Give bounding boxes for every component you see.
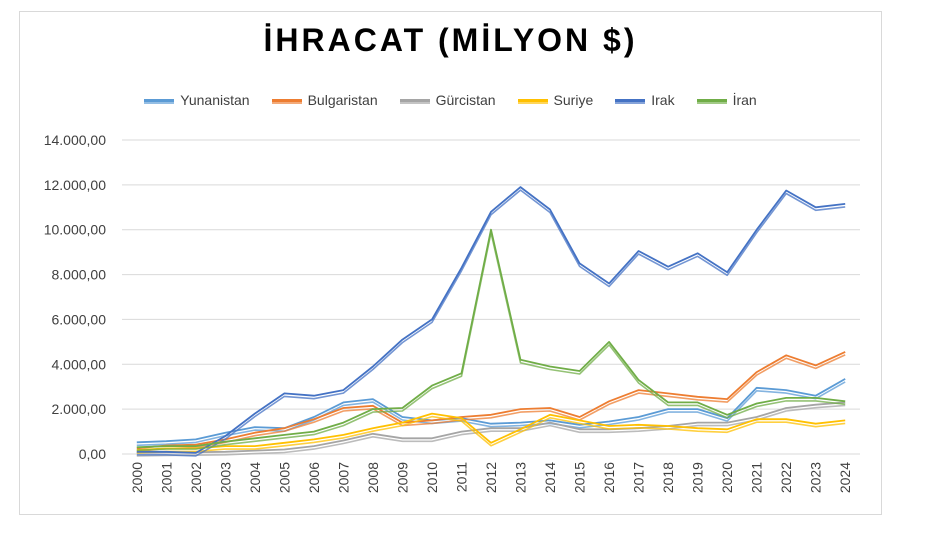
x-tick-label: 2022 [778,462,794,493]
series-line [136,412,846,451]
x-tick-label: 2006 [306,462,322,493]
x-tick-label: 2020 [719,462,735,493]
x-tick-label: 2008 [365,462,381,493]
legend-label: Yunanistan [180,92,250,108]
legend-item: Gürcistan [399,92,496,108]
x-tick-label: 2002 [188,462,204,493]
chart-title: İHRACAT (MİLYON $) [263,22,638,58]
x-tick-label: 2012 [483,462,499,493]
x-tick-label: 2018 [660,462,676,493]
x-tick-label: 2017 [631,462,647,493]
y-tick-label: 8.000,00 [52,267,107,283]
legend-label: Irak [651,92,675,108]
legend-swatch [144,98,175,104]
x-tick-label: 2023 [808,462,824,493]
x-tick-label: 2019 [690,462,706,493]
series-line [136,186,846,454]
legend-item: Suriye [517,92,594,108]
y-tick-label: 6.000,00 [52,311,107,327]
series-line-shadow [136,354,846,453]
legend-item: Yunanistan [144,92,250,108]
legend-label: Bulgaristan [307,92,378,108]
series-5 [136,228,846,452]
legend-item: İran [696,92,757,108]
series-line-shadow [136,415,846,454]
x-tick-label: 2021 [749,462,765,493]
x-tick-label: 2010 [424,462,440,493]
legend-swatch [271,98,302,104]
legend-swatch [615,98,646,104]
series-line [136,401,846,454]
series-3 [136,412,846,454]
y-tick-label: 2.000,00 [52,401,107,417]
legend-item: Irak [615,92,675,108]
x-tick-label: 2004 [247,462,263,493]
legend-swatch [517,98,548,104]
x-tick-label: 2014 [542,462,558,493]
legend-swatch [399,98,430,104]
y-tick-label: 12.000,00 [44,177,106,193]
series-2 [136,401,846,457]
x-tick-label: 2003 [217,462,233,493]
legend-item: Bulgaristan [271,92,378,108]
x-tick-label: 2005 [276,462,292,493]
x-tick-label: 2024 [837,462,853,493]
series-line [136,228,846,449]
legend-swatch [696,98,727,104]
series-line-shadow [136,381,846,447]
legend-label: Suriye [553,92,594,108]
y-tick-label: 10.000,00 [44,222,106,238]
x-tick-label: 2009 [394,462,410,493]
series-4 [136,186,846,457]
legend-label: Gürcistan [435,92,496,108]
series-line-shadow [136,404,846,457]
x-tick-label: 2007 [335,462,351,493]
series-line [136,351,846,450]
series-line-shadow [136,189,846,457]
y-tick-label: 4.000,00 [52,356,107,372]
x-tick-label: 2011 [453,462,469,492]
chart-frame [19,11,882,515]
legend: Yunanistan Bulgaristan Gürcistan Suriye Irak… [19,92,882,108]
x-tick-label: 2016 [601,462,617,493]
x-tick-label: 2000 [129,462,145,493]
x-tick-label: 2013 [513,462,529,493]
series-1 [136,351,846,453]
legend-label: İran [732,92,757,108]
x-tick-label: 2015 [572,462,588,493]
y-tick-label: 14.000,00 [44,132,106,148]
x-tick-label: 2001 [158,462,174,493]
y-tick-label: 0,00 [79,446,106,462]
